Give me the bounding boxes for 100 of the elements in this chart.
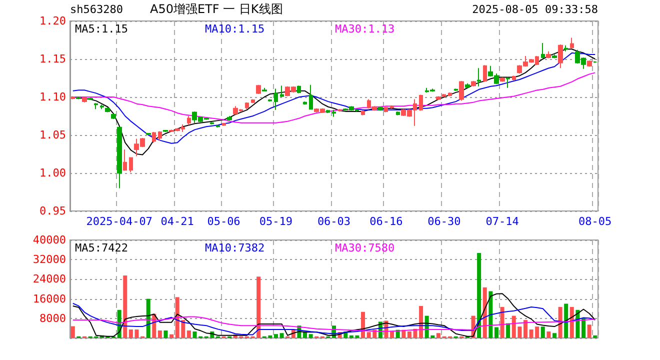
candlestick [262,87,267,92]
candlestick [326,109,330,114]
bar [390,331,394,338]
bar [482,287,487,338]
bar [500,306,504,338]
candlestick [587,60,592,68]
y-tick-label: 1.00 [40,166,66,180]
y-tick-label: 1.05 [40,128,66,142]
candlestick [146,132,151,136]
candlestick [541,42,545,59]
candlestick [222,122,226,126]
text: 2025-08-05 09:33:58 [472,3,598,16]
bar [192,331,197,338]
x-tick-label: 05-06 [207,215,240,228]
text: MA5:1.15 [75,22,128,36]
chart-title: A50增强ETF 一 日K线图 [150,2,283,16]
candlestick [274,88,278,110]
bar [587,324,592,338]
candlestick [436,96,441,101]
bar [552,333,556,338]
candlestick [332,109,336,118]
candlestick [558,44,563,69]
candlestick [111,113,116,120]
candlestick [309,84,313,110]
candlestick [471,80,476,87]
y-tick-label: 1.15 [40,52,66,66]
candlestick [483,64,487,82]
bar [280,333,284,338]
candlestick [245,102,249,110]
bar [570,306,574,338]
candlestick [227,116,232,122]
candlestick [390,104,394,109]
bar [564,304,568,338]
bar [308,334,313,338]
candlestick [129,157,133,173]
bar [123,276,128,338]
candlestick [419,94,423,112]
candlestick [570,37,574,49]
candlestick [105,107,110,113]
y-tick-label: 8000 [40,312,66,325]
bar [302,332,307,338]
bar [419,306,424,338]
text: MA5:7422 [75,242,128,254]
y-tick-label: 0.95 [40,204,66,218]
bar [581,318,586,338]
candlestick [216,124,220,128]
candlestick [546,50,551,59]
candlestick [163,130,168,132]
y-tick-label: 1.10 [40,90,66,104]
candlestick [512,75,516,81]
candlestick [500,76,505,82]
text: MA30:7580 [335,242,395,254]
x-tick-label: 04-21 [160,215,194,228]
y-tick-label: 32000 [32,253,66,266]
candlestick [82,96,87,103]
bar [540,326,545,338]
bar [274,334,278,338]
chart-subtitle: sh563280 [70,3,123,16]
candlestick [100,104,104,110]
bar [186,330,191,338]
candlestick [448,92,452,97]
candlestick [564,44,568,52]
x-tick-label: 06-03 [317,215,351,228]
line-series [72,72,596,124]
bar [361,312,366,338]
line-series [72,302,596,336]
candlestick [251,98,255,104]
bar [523,320,528,338]
candlestick [71,96,75,100]
candlestick [76,96,81,100]
y-tick-label: 1.20 [40,14,66,28]
bar [593,335,598,338]
bar [506,323,510,338]
candlestick [338,108,342,112]
bar [488,291,493,338]
y-tick-label: 40000 [32,234,66,246]
candlestick [384,106,388,113]
candlestick [477,68,481,87]
bar [477,253,482,338]
bar [158,330,162,338]
candlestick [152,131,156,144]
y-tick-label: 24000 [32,272,66,286]
x-tick-label: 06-30 [428,215,461,228]
text: MA10:7382 [205,242,265,254]
candlestick [280,85,284,98]
candlestick [94,102,98,110]
bar [146,298,150,338]
x-tick-label: 07-14 [486,215,520,228]
line-series [72,293,596,337]
candlestick [187,116,191,126]
candlestick [123,148,127,172]
candlestick [442,93,446,98]
x-tick-label: 08-05 [578,215,612,228]
candlestick [552,54,557,59]
bar [494,327,498,338]
candlestick [297,85,301,94]
text: MA30:1.13 [335,22,395,36]
line-series [72,316,596,332]
candlestick [506,76,510,88]
candlestick [361,110,365,116]
